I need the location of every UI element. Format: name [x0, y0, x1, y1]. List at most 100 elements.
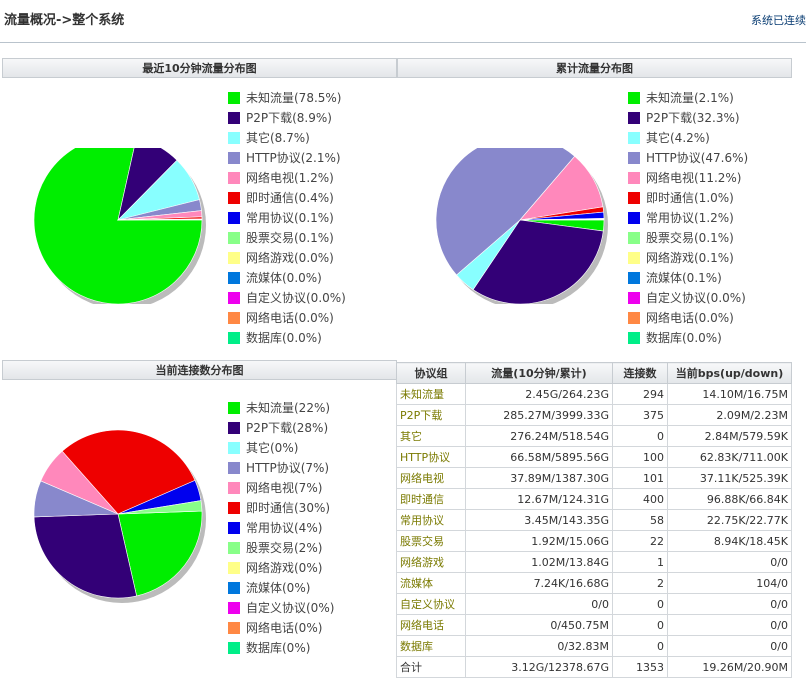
cell-protocol: P2P下载	[396, 404, 466, 426]
legend-label: 网络电视(7%)	[246, 481, 323, 495]
legend-item: 即时通信(30%)	[228, 498, 334, 518]
cell-traffic: 276.24M/518.54G	[465, 425, 613, 447]
legend-label: HTTP协议(2.1%)	[246, 151, 341, 165]
cell-protocol: 网络游戏	[396, 551, 466, 573]
cell-connections: 1	[612, 551, 668, 573]
legend-swatch	[628, 132, 640, 144]
cell-traffic: 66.58M/5895.56G	[465, 446, 613, 468]
legend-label: 自定义协议(0.0%)	[246, 291, 346, 305]
legend-item: 其它(0%)	[228, 438, 334, 458]
legend-item: 网络游戏(0%)	[228, 558, 334, 578]
connections-pie-chart	[33, 430, 206, 603]
legend-label: 网络电视(1.2%)	[246, 171, 334, 185]
cell-traffic: 0/0	[465, 593, 613, 615]
cell-connections: 0	[612, 593, 668, 615]
cell-connections: 0	[612, 635, 668, 657]
legend-swatch	[228, 582, 240, 594]
legend-swatch	[628, 112, 640, 124]
cell-protocol: 网络电话	[396, 614, 466, 636]
legend-swatch	[628, 192, 640, 204]
legend-label: 网络电话(0.0%)	[246, 311, 334, 325]
legend-swatch	[228, 252, 240, 264]
cell-bps: 14.10M/16.75M	[667, 383, 792, 405]
legend-swatch	[228, 272, 240, 284]
cell-connections: 294	[612, 383, 668, 405]
cell-traffic: 1.02M/13.84G	[465, 551, 613, 573]
legend-item: 股票交易(0.1%)	[228, 228, 346, 248]
legend-label: 数据库(0.0%)	[246, 331, 322, 345]
col-header-traffic: 流量(10分钟/累计)	[465, 362, 613, 384]
legend-label: 数据库(0.0%)	[646, 331, 722, 345]
legend-item: 即时通信(0.4%)	[228, 188, 346, 208]
legend-item: 未知流量(78.5%)	[228, 88, 346, 108]
cell-connections: 0	[612, 425, 668, 447]
legend-item: 自定义协议(0.0%)	[228, 288, 346, 308]
legend-label: 股票交易(2%)	[246, 541, 323, 555]
cell-traffic: 3.12G/12378.67G	[465, 656, 613, 678]
legend-item: 未知流量(2.1%)	[628, 88, 748, 108]
recent-traffic-legend: 未知流量(78.5%) P2P下载(8.9%) 其它(8.7%) HTTP协议(2.1…	[228, 88, 346, 348]
legend-item: 其它(8.7%)	[228, 128, 346, 148]
cell-traffic: 285.27M/3999.33G	[465, 404, 613, 426]
legend-item: 常用协议(1.2%)	[628, 208, 748, 228]
legend-item: HTTP协议(2.1%)	[228, 148, 346, 168]
legend-swatch	[228, 622, 240, 634]
legend-swatch	[228, 152, 240, 164]
pie-slice-3	[435, 148, 576, 276]
legend-swatch	[228, 422, 240, 434]
top-bar: 流量概况->整个系统 系统已连续	[0, 0, 806, 43]
cell-connections: 101	[612, 467, 668, 489]
legend-item: HTTP协议(47.6%)	[628, 148, 748, 168]
cell-bps: 2.09M/2.23M	[667, 404, 792, 426]
cell-protocol: 流媒体	[396, 572, 466, 594]
cell-bps: 8.94K/18.45K	[667, 530, 792, 552]
legend-label: 常用协议(0.1%)	[246, 211, 334, 225]
cell-protocol: 股票交易	[396, 530, 466, 552]
table-row: 其它 276.24M/518.54G 0 2.84M/579.59K	[396, 425, 792, 447]
table-row: 网络游戏 1.02M/13.84G 1 0/0	[396, 551, 792, 573]
legend-label: 常用协议(1.2%)	[646, 211, 734, 225]
legend-swatch	[628, 232, 640, 244]
legend-label: 其它(0%)	[246, 441, 299, 455]
legend-item: P2P下载(8.9%)	[228, 108, 346, 128]
cell-traffic: 0/32.83M	[465, 635, 613, 657]
legend-swatch	[628, 292, 640, 304]
pie-slice-9	[519, 219, 605, 221]
legend-swatch	[228, 132, 240, 144]
cell-bps: 104/0	[667, 572, 792, 594]
legend-item: 网络电视(1.2%)	[228, 168, 346, 188]
cell-traffic: 12.67M/124.31G	[465, 488, 613, 510]
legend-swatch	[228, 482, 240, 494]
cumulative-traffic-panel-title: 累计流量分布图	[397, 58, 792, 78]
col-header-bps: 当前bps(up/down)	[667, 362, 792, 384]
legend-swatch	[228, 642, 240, 654]
cell-connections: 100	[612, 446, 668, 468]
legend-item: 其它(4.2%)	[628, 128, 748, 148]
legend-swatch	[228, 562, 240, 574]
cell-protocol: 自定义协议	[396, 593, 466, 615]
cell-protocol: 网络电视	[396, 467, 466, 489]
legend-swatch	[228, 502, 240, 514]
legend-label: P2P下载(28%)	[246, 421, 329, 435]
system-status-text: 系统已连续	[751, 14, 806, 27]
legend-item: 数据库(0.0%)	[228, 328, 346, 348]
legend-swatch	[628, 332, 640, 344]
cell-protocol: 未知流量	[396, 383, 466, 405]
pie-slice-5	[61, 430, 196, 515]
legend-swatch	[228, 332, 240, 344]
cell-connections: 1353	[612, 656, 668, 678]
cell-bps: 37.11K/525.39K	[667, 467, 792, 489]
cell-protocol: 合计	[396, 656, 466, 678]
legend-item: 网络电视(7%)	[228, 478, 334, 498]
legend-swatch	[228, 602, 240, 614]
legend-label: 网络游戏(0.0%)	[246, 251, 334, 265]
cell-protocol: 即时通信	[396, 488, 466, 510]
legend-item: 网络电话(0.0%)	[628, 308, 748, 328]
pie-slice-0	[33, 148, 203, 304]
recent-traffic-panel-title: 最近10分钟流量分布图	[2, 58, 397, 78]
cell-traffic: 0/450.75M	[465, 614, 613, 636]
legend-swatch	[228, 462, 240, 474]
table-row: 自定义协议 0/0 0 0/0	[396, 593, 792, 615]
cell-traffic: 2.45G/264.23G	[465, 383, 613, 405]
table-row: 常用协议 3.45M/143.35G 58 22.75K/22.77K	[396, 509, 792, 531]
